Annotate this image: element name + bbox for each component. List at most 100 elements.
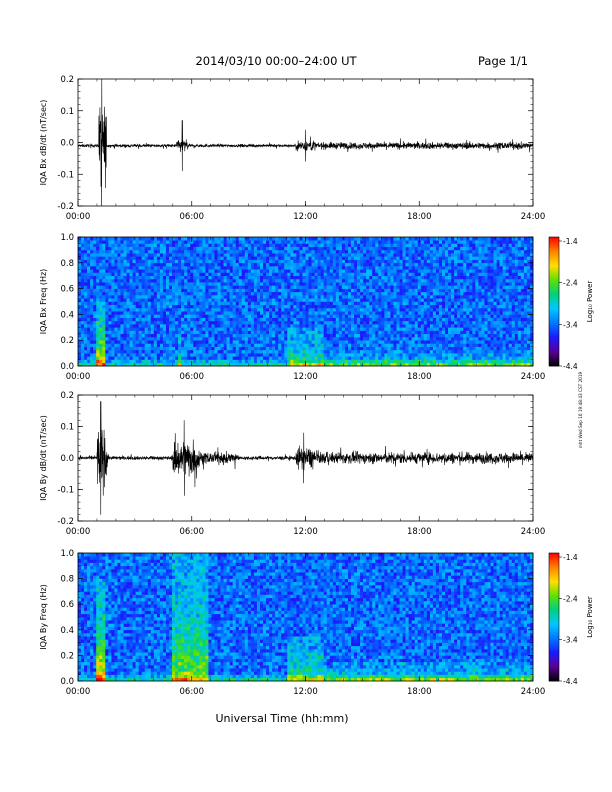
spectrogram-cell: [253, 349, 258, 354]
spectrogram-cell: [153, 275, 158, 280]
spectrogram-cell: [241, 333, 246, 338]
spectrogram-cell: [438, 307, 443, 312]
spectrogram-cell: [256, 304, 261, 309]
spectrogram-cell: [156, 275, 161, 280]
spectrogram-cell: [123, 266, 127, 270]
spectrogram-cell: [272, 346, 276, 351]
spectrogram-cell: [363, 359, 367, 364]
spectrogram-cell: [126, 330, 130, 335]
spectrogram-cell: [396, 343, 400, 347]
spectrogram-cell: [159, 314, 164, 318]
spectrogram-cell: [284, 237, 288, 241]
spectrogram-cell: [217, 307, 221, 312]
spectrogram-cell: [351, 266, 355, 270]
spectrogram-cell: [256, 291, 261, 296]
spectrogram-cell: [405, 330, 409, 335]
spectrogram-cell: [396, 246, 400, 251]
spectrogram-cell: [351, 320, 355, 325]
spectrogram-cell: [417, 269, 422, 273]
spectrogram-cell: [81, 333, 85, 338]
spectrogram-cell: [81, 327, 85, 331]
spectrogram-cell: [162, 285, 167, 289]
spectrogram-cell: [375, 327, 379, 331]
spectrogram-cell: [256, 282, 261, 286]
spectrogram-cell: [302, 237, 306, 241]
spectrogram-cell: [414, 356, 419, 360]
spectrogram-cell: [117, 349, 121, 354]
spectrogram-cell: [202, 307, 206, 312]
spectrogram-cell: [147, 298, 152, 302]
spectrogram-cell: [93, 324, 97, 328]
spectrogram-cell: [387, 237, 391, 241]
spectrogram-cell: [223, 295, 227, 299]
spectrogram-cell: [420, 320, 425, 325]
spectrogram-cell: [320, 249, 324, 254]
spectrogram-cell: [223, 288, 227, 293]
spectrogram-cell: [387, 327, 391, 331]
spectrogram-cell: [165, 240, 170, 244]
spectrogram-cell: [256, 343, 261, 347]
spectrogram-cell: [429, 298, 434, 302]
spectrogram-cell: [102, 301, 106, 306]
spectrogram-cell: [238, 317, 243, 322]
spectrogram-cell: [138, 324, 142, 328]
spectrogram-cell: [338, 249, 343, 254]
spectrogram-cell: [238, 330, 243, 335]
spectrogram-cell: [108, 340, 112, 344]
spectrogram-cell: [369, 349, 373, 354]
spectrogram-cell: [305, 307, 309, 312]
spectrogram-cell: [99, 327, 103, 331]
spectrogram-cell: [129, 275, 133, 280]
spectrogram-cell: [111, 301, 115, 306]
spectrogram-cell: [387, 288, 391, 293]
spectrogram-cell: [302, 272, 306, 276]
spectrogram-cell: [420, 262, 425, 267]
spectrogram-cell: [293, 330, 297, 335]
spectrogram-cell: [238, 340, 243, 344]
spectrogram-cell: [117, 327, 121, 331]
spectrogram-cell: [223, 298, 227, 302]
spectrogram-cell: [411, 362, 415, 367]
spectrogram-cell: [93, 311, 97, 315]
spectrogram-cell: [260, 256, 264, 260]
spectrogram-cell: [287, 336, 291, 341]
spectrogram-cell: [387, 301, 391, 306]
spectrogram-cell: [347, 256, 352, 260]
spectrogram-cell: [290, 288, 294, 293]
spectrogram-cell: [320, 246, 324, 251]
spectrogram-cell: [202, 301, 206, 306]
spectrogram-cell: [426, 240, 431, 244]
spectrogram-cell: [253, 359, 258, 364]
spectrogram-cell: [299, 343, 303, 347]
spectrogram-cell: [335, 311, 340, 315]
spectrogram-cell: [87, 291, 91, 296]
spectrogram-cell: [281, 278, 285, 283]
spectrogram-cell: [135, 269, 139, 273]
spectrogram-cell: [250, 298, 255, 302]
spectrogram-cell: [411, 243, 415, 247]
spectrogram-cell: [363, 256, 367, 260]
spectrogram-cell: [317, 253, 321, 257]
spectrogram-cell: [208, 269, 212, 273]
spectrogram-cell: [378, 298, 382, 302]
spectrogram-cell: [205, 349, 209, 354]
spectrogram-cell: [150, 301, 155, 306]
spectrogram-cell: [181, 340, 185, 344]
spectrogram-cell: [402, 314, 406, 318]
spectrogram-cell: [363, 291, 367, 296]
spectrogram-cell: [347, 349, 352, 354]
spectrogram-cell: [335, 282, 340, 286]
spectrogram-cell: [208, 253, 212, 257]
spectrogram-cell: [384, 285, 388, 289]
spectrogram-cell: [411, 320, 415, 325]
spectrogram-cell: [275, 266, 279, 270]
spectrogram-cell: [445, 285, 449, 289]
spectrogram-cell: [344, 262, 349, 267]
spectrogram-cell: [84, 304, 88, 309]
spectrogram-cell: [287, 343, 291, 347]
spectrogram-cell: [108, 317, 112, 322]
spectrogram-cell: [241, 307, 246, 312]
spectrogram-cell: [232, 256, 237, 260]
spectrogram-cell: [90, 324, 94, 328]
spectrogram-cell: [323, 262, 328, 267]
